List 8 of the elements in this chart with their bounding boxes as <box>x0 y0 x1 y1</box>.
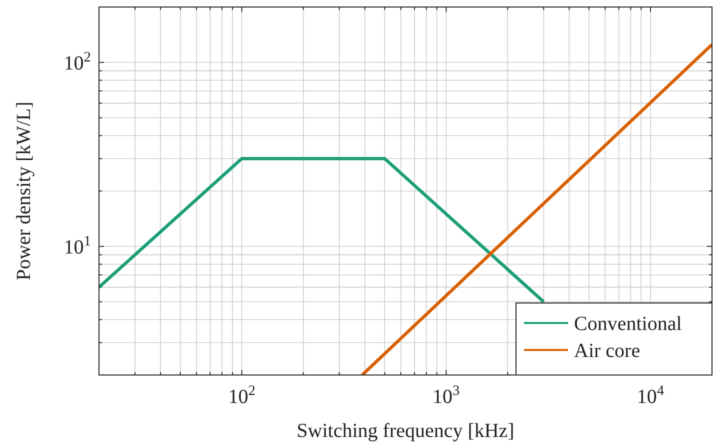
x-axis-title: Switching frequency [kHz] <box>296 420 514 442</box>
y-axis-title: Power density [kW/L] <box>13 102 35 280</box>
x-tick-label: 10$^{4}$ <box>636 383 664 408</box>
legend-label: Air core <box>574 340 640 362</box>
x-tick-label: 10$^{3}$ <box>432 383 460 408</box>
legend-label: Conventional <box>574 313 682 335</box>
y-tick-label: 10$^{1}$ <box>64 233 91 258</box>
x-tick-label: 10$^{2}$ <box>228 383 256 408</box>
